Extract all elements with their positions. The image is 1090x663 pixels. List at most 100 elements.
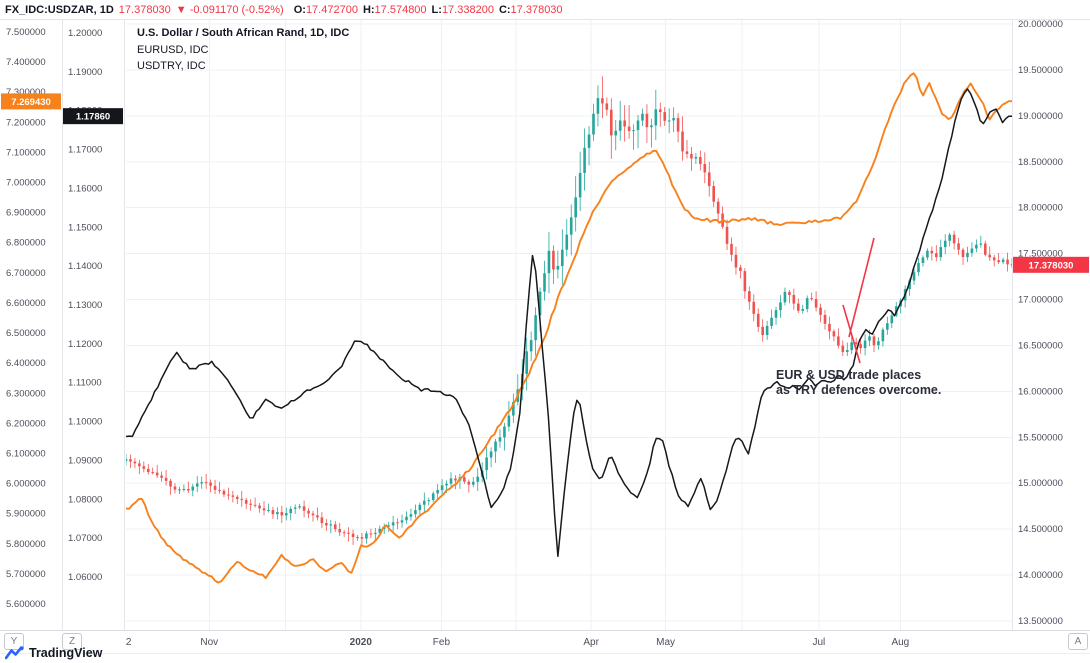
tradingview-logo-icon (5, 646, 24, 660)
low-value: 17.338200 (441, 3, 494, 16)
open-value: 17.472700 (305, 3, 358, 16)
svg-text:7.000000: 7.000000 (6, 178, 46, 189)
usdzar-candles (126, 76, 1012, 546)
open-label: O: (293, 3, 306, 16)
close-value: 17.378030 (510, 3, 563, 16)
svg-text:5.900000: 5.900000 (6, 509, 46, 520)
svg-text:6.700000: 6.700000 (6, 268, 46, 279)
svg-text:15.000000: 15.000000 (1018, 478, 1063, 489)
svg-text:1.11000: 1.11000 (68, 378, 102, 389)
eurusd-price-price-tag: 1.17860 (63, 108, 123, 125)
svg-text:1.10000: 1.10000 (68, 417, 102, 428)
legend-eurusd[interactable]: EURUSD, IDC (137, 43, 209, 56)
svg-text:1.12000: 1.12000 (68, 339, 102, 350)
tradingview-attribution[interactable]: TradingView (5, 645, 102, 661)
usdtry-line[interactable] (126, 72, 1012, 584)
svg-text:Aug: Aug (891, 637, 909, 648)
svg-text:6.000000: 6.000000 (6, 479, 46, 490)
price-change: ▼ -0.091170 (-0.52%) (175, 3, 284, 16)
annotation-arrow[interactable] (848, 237, 875, 338)
svg-text:15.500000: 15.500000 (1018, 432, 1063, 443)
annotation-line-2: as TRY defences overcome. (776, 383, 942, 397)
hotkey-button-y[interactable]: Y (4, 633, 24, 650)
svg-text:18.000000: 18.000000 (1018, 203, 1063, 214)
usdzar-price-scale[interactable] (1012, 20, 1090, 630)
usdtry-price-scale-labels: 7.500000 7.400000 7.300000 7.200000 7.100000… (6, 27, 46, 610)
svg-text:1.13000: 1.13000 (68, 300, 102, 311)
high-label: H: (362, 3, 375, 16)
svg-text:5.600000: 5.600000 (6, 599, 46, 610)
svg-text:6.300000: 6.300000 (6, 388, 46, 399)
eurusd-line[interactable] (126, 88, 1012, 558)
svg-text:6.500000: 6.500000 (6, 328, 46, 339)
svg-text:19.500000: 19.500000 (1018, 65, 1063, 76)
svg-text:6.100000: 6.100000 (6, 448, 46, 459)
time-scale[interactable] (0, 631, 1090, 653)
svg-text:6.600000: 6.600000 (6, 298, 46, 309)
grid (126, 20, 1012, 630)
svg-text:1.20000: 1.20000 (68, 28, 102, 39)
svg-text:Feb: Feb (433, 637, 451, 648)
high-value: 17.574800 (374, 3, 427, 16)
hotkey-button-z[interactable]: Z (62, 633, 82, 650)
svg-text:14.000000: 14.000000 (1018, 570, 1063, 581)
svg-text:Nov: Nov (200, 637, 218, 648)
svg-text:16.500000: 16.500000 (1018, 340, 1063, 351)
svg-text:7.269430: 7.269430 (11, 97, 51, 108)
svg-text:14.500000: 14.500000 (1018, 524, 1063, 535)
svg-text:19.000000: 19.000000 (1018, 111, 1063, 122)
svg-text:6.800000: 6.800000 (6, 238, 46, 249)
svg-text:Apr: Apr (583, 637, 599, 648)
svg-text:16.000000: 16.000000 (1018, 386, 1063, 397)
svg-text:6.400000: 6.400000 (6, 358, 46, 369)
chart-plot-area[interactable] (126, 20, 1012, 630)
svg-text:Jul: Jul (812, 637, 825, 648)
svg-text:5.800000: 5.800000 (6, 539, 46, 550)
svg-text:7.500000: 7.500000 (6, 27, 46, 38)
legend-main-series[interactable]: U.S. Dollar / South African Rand, 1D, ID… (137, 27, 350, 39)
usdtry-price-scale[interactable] (0, 20, 62, 630)
chart-annotation-text[interactable]: EUR & USD trade places as TRY defences o… (776, 368, 941, 398)
svg-text:5.700000: 5.700000 (6, 569, 46, 580)
svg-text:18.500000: 18.500000 (1018, 157, 1063, 168)
annotation-arrow[interactable] (842, 304, 861, 364)
low-label: L: (431, 3, 442, 16)
annotation-line-1: EUR & USD trade places (776, 368, 922, 382)
svg-text:6.900000: 6.900000 (6, 208, 46, 219)
legend-usdtry[interactable]: USDTRY, IDC (137, 60, 206, 72)
svg-text:1.17860: 1.17860 (76, 112, 110, 123)
svg-text:1.14000: 1.14000 (68, 261, 102, 272)
usdtry-price-price-tag: 7.269430 (1, 93, 61, 110)
svg-text:1.09000: 1.09000 (68, 455, 102, 466)
svg-text:2: 2 (126, 637, 132, 648)
svg-text:13.500000: 13.500000 (1018, 616, 1063, 627)
svg-text:May: May (656, 637, 675, 648)
svg-text:6.200000: 6.200000 (6, 418, 46, 429)
eurusd-price-scale[interactable] (62, 20, 124, 630)
tradingview-wordmark: TradingView (29, 646, 103, 660)
symbol-title[interactable]: FX_IDC:USDZAR, 1D (5, 3, 114, 16)
svg-text:2020: 2020 (350, 637, 373, 648)
close-label: C: (498, 3, 511, 16)
svg-text:1.17000: 1.17000 (68, 145, 102, 156)
svg-text:17.500000: 17.500000 (1018, 249, 1063, 260)
svg-text:7.300000: 7.300000 (6, 87, 46, 98)
last-price: 17.378030 (118, 3, 171, 16)
time-scale-labels: 2 Nov 2020 Feb Apr May Jul Aug (126, 637, 909, 648)
svg-text:1.16000: 1.16000 (68, 183, 102, 194)
svg-text:1.06000: 1.06000 (68, 572, 102, 583)
svg-text:20.000000: 20.000000 (1018, 19, 1063, 30)
svg-text:17.000000: 17.000000 (1018, 295, 1063, 306)
svg-text:1.15000: 1.15000 (68, 222, 102, 233)
usdzar-price-scale-labels: 20.000000 19.500000 19.000000 18.500000 18.0… (1018, 19, 1063, 627)
svg-text:7.100000: 7.100000 (6, 147, 46, 158)
svg-text:1.07000: 1.07000 (68, 533, 102, 544)
svg-text:7.200000: 7.200000 (6, 117, 46, 128)
chart-legend: U.S. Dollar / South African Rand, 1D, ID… (137, 25, 349, 75)
symbol-info-bar: FX_IDC:USDZAR, 1D 17.378030 ▼ -0.091170 … (0, 0, 1090, 19)
svg-text:7.400000: 7.400000 (6, 57, 46, 68)
svg-text:17.378030: 17.378030 (1029, 260, 1074, 271)
usdzar-price-price-tag: 17.378030 (1013, 256, 1089, 273)
hotkey-button-a[interactable]: A (1068, 633, 1088, 650)
